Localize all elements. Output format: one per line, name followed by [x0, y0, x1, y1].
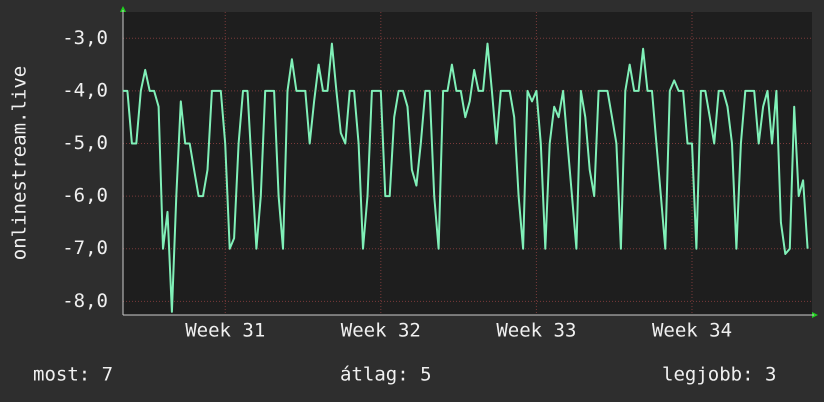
x-tick-label: Week 31 — [185, 320, 265, 342]
axis-arrow — [812, 312, 818, 318]
y-tick-label: -7,0 — [62, 237, 108, 259]
footer-stat: átlag: 5 — [340, 364, 432, 386]
y-tick-label: -6,0 — [62, 185, 108, 207]
footer-stat: legjobb: 3 — [662, 364, 776, 386]
x-tick-label: Week 33 — [496, 320, 576, 342]
x-tick-label: Week 32 — [341, 320, 421, 342]
x-tick-label: Week 34 — [652, 320, 732, 342]
y-axis-label: onlinestream.live — [9, 66, 31, 260]
footer-stat: most: 7 — [33, 364, 113, 386]
axis-arrow — [120, 6, 126, 12]
y-tick-label: -4,0 — [62, 79, 108, 101]
y-tick-label: -5,0 — [62, 132, 108, 154]
y-tick-label: -8,0 — [62, 290, 108, 312]
y-tick-label: -3,0 — [62, 27, 108, 49]
line — [123, 42, 809, 313]
